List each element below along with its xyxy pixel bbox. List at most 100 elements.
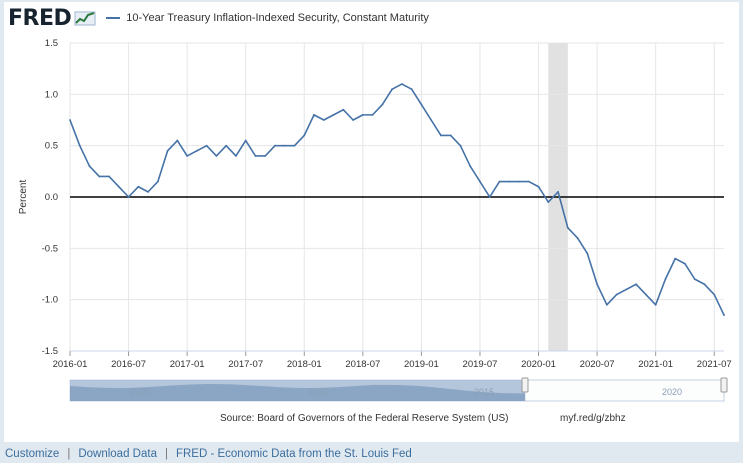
short-link[interactable]: myf.red/g/zbhz	[560, 413, 626, 424]
y-tick-label: 0.5	[45, 141, 58, 152]
data-point	[410, 88, 413, 91]
data-point	[147, 190, 149, 193]
data-point	[440, 134, 442, 137]
data-point	[235, 155, 237, 157]
series-line	[69, 83, 725, 316]
data-point	[98, 175, 101, 178]
y-tick-label: 1.5	[45, 38, 58, 49]
data-point	[176, 139, 179, 142]
data-point	[195, 149, 198, 152]
source-note: Source: Board of Governors of the Federa…	[220, 413, 509, 424]
chart-panel	[4, 2, 739, 442]
data-point	[69, 119, 71, 121]
data-point	[693, 278, 696, 281]
data-point	[508, 180, 511, 183]
x-tick-label: 2017-07	[228, 359, 263, 370]
data-point	[645, 293, 647, 296]
y-tick-label: -1.0	[42, 295, 58, 306]
navigator-handle[interactable]	[521, 377, 529, 393]
data-point	[293, 144, 296, 147]
navigator-series-area	[70, 384, 525, 401]
data-point	[264, 155, 267, 157]
data-point	[313, 113, 315, 116]
navigator-year-label: 2010	[308, 387, 328, 397]
data-point	[479, 180, 481, 183]
data-point	[703, 283, 706, 286]
fred-logo[interactable]: FRED	[8, 5, 72, 31]
data-point	[88, 165, 91, 168]
data-point	[322, 119, 325, 121]
x-tick-label: 2021-01	[638, 359, 673, 370]
download-data-link[interactable]: Download Data	[78, 448, 157, 460]
chart-legend: 10-Year Treasury Inflation-Indexed Secur…	[106, 12, 429, 24]
fred-home-link[interactable]: FRED - Economic Data from the St. Louis …	[175, 448, 412, 460]
data-point	[723, 314, 725, 316]
chart-header: FRED 10-Year Treasury Inflation-Indexed …	[8, 5, 429, 31]
data-point	[225, 144, 228, 147]
x-tick-label: 2019-07	[463, 359, 498, 370]
navigator-year-label: 2020	[662, 387, 682, 397]
data-point	[625, 288, 628, 291]
x-tick-label: 2020-07	[580, 359, 615, 370]
data-point	[469, 165, 472, 168]
data-point	[342, 108, 345, 111]
data-point	[127, 196, 130, 198]
data-point	[186, 155, 189, 157]
data-point	[244, 139, 247, 142]
navigator-year-label: 2015	[474, 387, 494, 397]
data-point	[371, 113, 374, 116]
data-point	[352, 119, 354, 121]
footer-separator: |	[164, 448, 168, 460]
legend-swatch	[106, 17, 121, 19]
footer-separator: |	[67, 448, 71, 460]
data-point	[361, 113, 364, 116]
data-point	[654, 303, 657, 306]
data-point	[391, 88, 394, 91]
navigator-selected-range[interactable]	[524, 379, 725, 402]
data-point	[156, 180, 159, 183]
data-point	[283, 144, 286, 147]
data-point	[674, 257, 677, 260]
data-point	[498, 180, 501, 183]
data-point	[108, 175, 110, 178]
navigator[interactable]: 2005 2010 2015 2020	[69, 377, 728, 402]
data-point	[488, 196, 491, 198]
data-point	[605, 303, 608, 306]
x-tick-label: 2021-07	[697, 359, 732, 370]
data-point	[117, 185, 120, 188]
y-tick-label: 1.0	[45, 89, 58, 100]
fred-chart-icon	[74, 11, 96, 26]
data-point	[274, 144, 276, 147]
chart-svg[interactable]: 1.5 1.0 0.5 0.0 -0.5 -1.0 -1.5 2016-01 2016-07 20…	[0, 0, 743, 410]
data-point	[205, 144, 208, 147]
data-point	[615, 293, 618, 296]
x-tick-label: 2019-01	[404, 359, 439, 370]
data-point	[576, 237, 579, 239]
x-tick-label: 2016-07	[111, 359, 146, 370]
data-point	[557, 190, 559, 193]
data-point	[78, 144, 81, 147]
data-point	[303, 134, 306, 137]
x-tick-label: 2018-07	[345, 359, 380, 370]
x-tick-label: 2016-01	[53, 359, 88, 370]
data-point	[254, 155, 257, 157]
customize-link[interactable]: Customize	[5, 448, 60, 460]
data-point	[713, 293, 716, 296]
data-point	[166, 149, 169, 152]
y-tick-label: 0.0	[45, 192, 58, 203]
y-tick-label: -1.5	[42, 346, 58, 357]
data-point	[518, 180, 520, 183]
data-point	[459, 144, 462, 147]
data-point	[537, 185, 540, 188]
x-tick-label: 2020-01	[521, 359, 556, 370]
data-point	[137, 185, 140, 188]
data-point	[635, 283, 638, 286]
navigator-handle[interactable]	[720, 377, 728, 393]
x-tick-label: 2018-01	[287, 359, 322, 370]
data-point	[381, 103, 384, 106]
legend-label: 10-Year Treasury Inflation-Indexed Secur…	[126, 12, 429, 24]
data-point	[430, 119, 433, 121]
data-point	[420, 103, 423, 106]
navigator-year-label: 2005	[130, 387, 150, 397]
data-point	[664, 278, 667, 281]
